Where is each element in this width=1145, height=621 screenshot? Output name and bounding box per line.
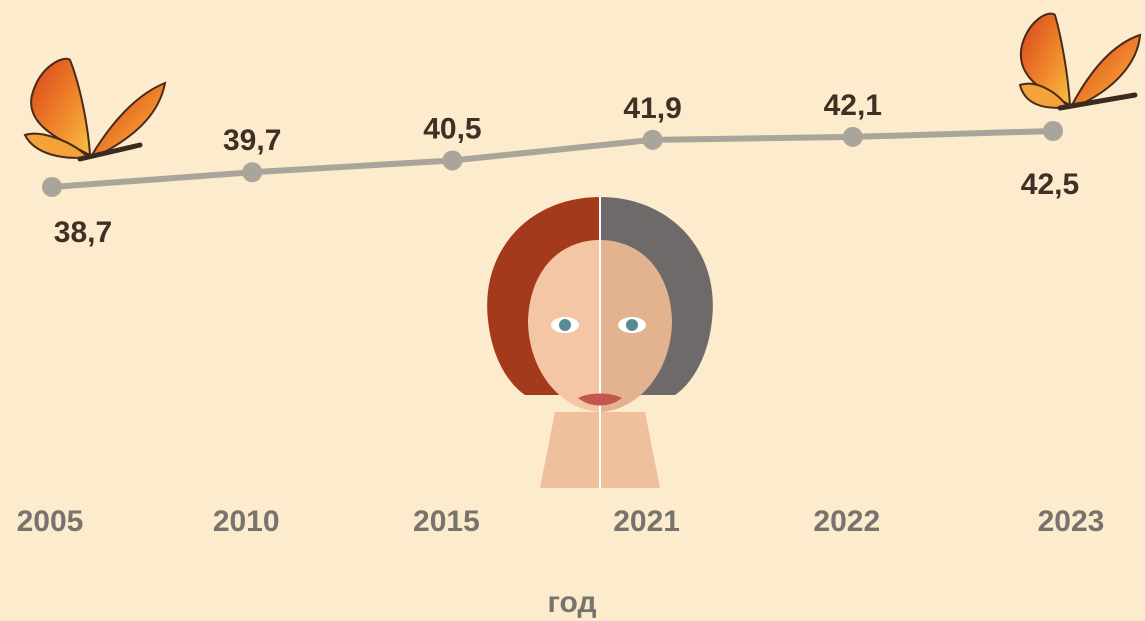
x-tick-label: 2015	[413, 505, 480, 538]
data-point	[1043, 121, 1063, 141]
data-point	[442, 150, 462, 170]
x-tick-label: 2010	[213, 505, 280, 538]
chart: год 38,7 2005 39,7 2010 40,5 2015 41,9 2021 42,1…	[0, 0, 1145, 621]
data-label: 40,5	[423, 112, 481, 145]
x-tick-label: 2021	[613, 505, 680, 538]
x-tick-label: 2023	[1038, 505, 1105, 538]
data-label: 42,5	[1021, 168, 1079, 201]
x-axis-label: год	[547, 586, 596, 619]
data-point	[643, 130, 663, 150]
data-label: 41,9	[623, 92, 681, 125]
page: год 38,7 2005 39,7 2010 40,5 2015 41,9 2021 42,1…	[0, 0, 1145, 621]
data-point	[42, 177, 62, 197]
data-label: 38,7	[54, 216, 112, 249]
data-point	[242, 162, 262, 182]
x-tick-label: 2005	[17, 505, 84, 538]
data-label: 42,1	[824, 89, 882, 122]
data-point	[843, 127, 863, 147]
x-tick-label: 2022	[813, 505, 880, 538]
data-label: 39,7	[223, 124, 281, 157]
